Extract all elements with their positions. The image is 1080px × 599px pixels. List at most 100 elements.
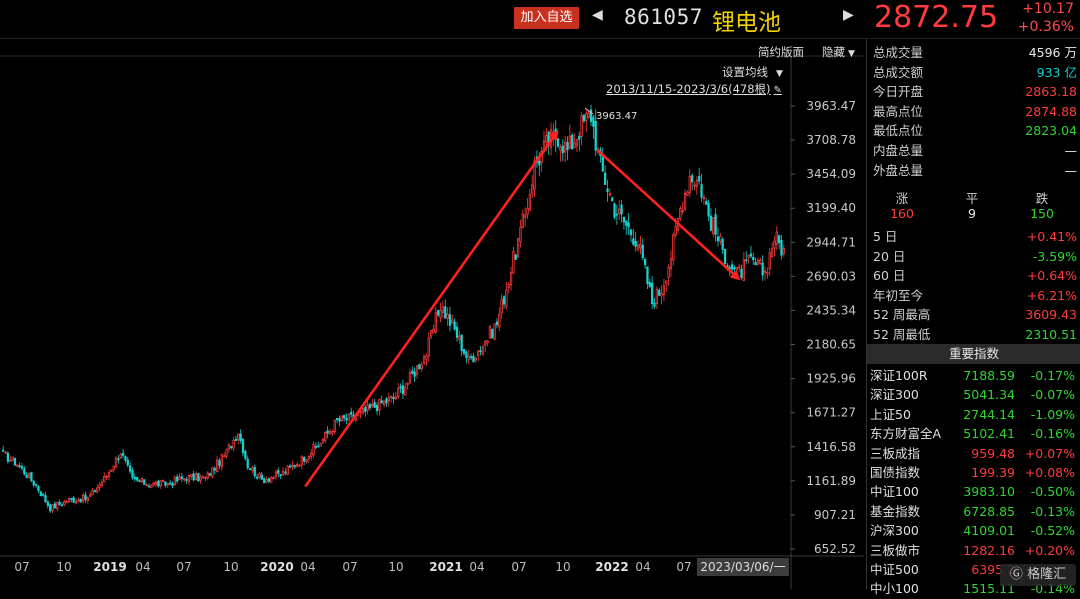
candle-body [4,451,7,454]
index-row[interactable]: 东方财富全A 5102.41 -0.16% [867,424,1080,444]
candle [756,257,760,266]
candle-body [310,452,313,457]
logo-icon: Ⓖ [1009,567,1028,582]
candle-body [183,478,186,480]
y-tick-label: 3199.40 [806,201,856,215]
candle [84,491,87,503]
candle-body [263,478,266,484]
candle [448,306,452,332]
candle-body [636,244,640,250]
candle-body [634,240,637,247]
index-row[interactable]: 三板做市 1282.16 +0.20% [867,541,1080,561]
index-name: 中小100 [870,581,919,597]
kline-chart[interactable]: 3963.47 3708.78 3454.09 3199.40 2944.71 2690.… [0,39,864,589]
hide-sidebar-button[interactable]: 隐藏 ▼ [822,44,855,60]
candle-body [571,134,574,150]
candle [387,392,390,407]
y-tick-label: 3963.47 [806,99,856,113]
stat-label: 总成交量 [873,45,924,60]
candle [481,345,484,356]
candle [154,480,158,488]
index-value: 7188.59 [963,368,1015,383]
candle-body [208,473,212,476]
candle-body [460,334,463,352]
stat-row: 外盘总量 — [867,161,1077,180]
candle [629,228,633,243]
candle-body [274,471,278,477]
add-to-watchlist-button[interactable]: 加入自选 [514,7,579,29]
candle [592,115,595,139]
candle [484,339,487,353]
index-row[interactable]: 上证50 2744.14 -1.09% [867,405,1080,425]
index-value: 6728.85 [963,503,1015,519]
candle-body [237,433,240,441]
candle-body [375,404,379,412]
candle-body [559,146,562,151]
candle [319,442,322,447]
simple-layout-button[interactable]: 简约版面 [758,45,804,59]
candle [392,393,395,404]
candle-body [601,154,604,172]
candle-body [738,266,741,269]
candle [690,173,694,191]
candle [507,282,510,293]
candle [150,484,153,489]
kline-chart-svg[interactable]: 3963.47 3708.78 3454.09 3199.40 2944.71 2690.… [0,39,864,589]
index-row[interactable]: 基金指数 6728.85 -0.13% [867,502,1080,522]
candle [204,476,207,482]
candle-body [380,400,383,404]
candle [740,265,743,280]
candle-body [658,289,661,296]
candle [420,361,423,373]
candle-body [702,196,706,200]
candle-body [469,356,473,359]
candle-body [272,477,275,479]
candle [761,255,764,281]
candle [46,500,49,509]
candle [521,209,524,229]
next-stock-arrow-icon[interactable]: ▶ [843,7,854,23]
candle-body [519,226,522,242]
breadth-count: 160 [890,206,914,221]
candle [251,465,254,474]
index-row[interactable]: 深证100R 7188.59 -0.17% [867,366,1080,386]
candle-body [434,312,437,333]
candle-body [728,267,731,269]
candle [295,462,299,468]
candle [53,500,57,509]
candle [60,502,64,507]
candle-body [606,188,609,192]
candle [397,382,400,399]
index-value: 959.48 [971,445,1015,461]
candle-body [129,465,132,472]
stat-value: — [1064,143,1078,158]
date-range-label[interactable]: 2013/11/15-2023/3/6(478根) ✎ [606,81,782,97]
x-tick-label: 2019 [93,560,126,574]
stat-row: 最高点位 2874.88 [867,102,1077,121]
index-name: 三板成指 [870,445,921,461]
candle [627,213,630,236]
candle-body [317,445,320,448]
index-row[interactable]: 沪深300 4109.01 -0.52% [867,521,1080,541]
candle [366,400,369,415]
candle [58,499,61,506]
candle-body [44,495,47,503]
index-row[interactable]: 国债指数 199.39 +0.08% [867,463,1080,483]
candle-body [328,430,332,435]
index-row[interactable]: 三板成指 959.48 +0.07% [867,444,1080,464]
candle [317,441,320,448]
index-row[interactable]: 中证100 3983.10 -0.50% [867,482,1080,502]
y-tick-label: 907.21 [814,508,856,522]
index-row[interactable]: 深证300 5041.34 -0.07% [867,385,1080,405]
set-moving-average-button[interactable]: 设置均线 ▼ [722,64,783,80]
candle-body [192,473,195,481]
candle-body [618,208,621,214]
prev-stock-arrow-icon[interactable]: ◀ [592,7,603,23]
period-value: +6.21% [1026,287,1077,303]
candle-body [425,355,428,360]
candle-body [777,235,781,244]
candle [277,467,280,478]
candle [39,490,42,497]
candle [500,294,503,320]
hide-label: 隐藏 [822,45,845,59]
